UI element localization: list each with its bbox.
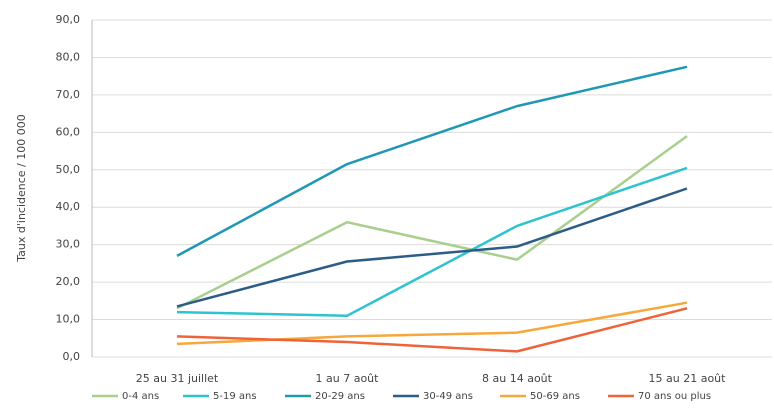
legend-label: 0-4 ans <box>122 391 159 402</box>
series-line <box>176 65 688 258</box>
y-tick-label: 80,0 <box>56 50 81 63</box>
legend-label: 70 ans ou plus <box>638 391 711 402</box>
legend-label: 50-69 ans <box>530 391 580 402</box>
legend-label: 30-49 ans <box>423 391 473 402</box>
y-tick-label: 20,0 <box>56 275 81 288</box>
series-line <box>176 166 688 318</box>
y-tick-label: 70,0 <box>56 88 81 101</box>
y-axis-label: Taux d'incidence / 100 000 <box>15 114 28 262</box>
y-tick-label: 60,0 <box>56 125 81 138</box>
y-tick-label: 40,0 <box>56 200 81 213</box>
series-line <box>176 307 688 353</box>
x-tick-label: 8 au 14 août <box>482 372 553 385</box>
legend-label: 5-19 ans <box>213 391 257 402</box>
series-line <box>176 187 688 308</box>
y-tick-label: 90,0 <box>56 13 81 26</box>
y-tick-label: 10,0 <box>56 313 81 326</box>
legend-label: 20-29 ans <box>315 391 365 402</box>
x-tick-label: 15 au 21 août <box>649 372 727 385</box>
x-tick-label: 1 au 7 août <box>316 372 380 385</box>
x-tick-label: 25 au 31 juillet <box>136 372 219 385</box>
y-tick-label: 50,0 <box>56 163 81 176</box>
y-tick-label: 30,0 <box>56 238 81 251</box>
y-tick-label: 0,0 <box>63 350 81 363</box>
